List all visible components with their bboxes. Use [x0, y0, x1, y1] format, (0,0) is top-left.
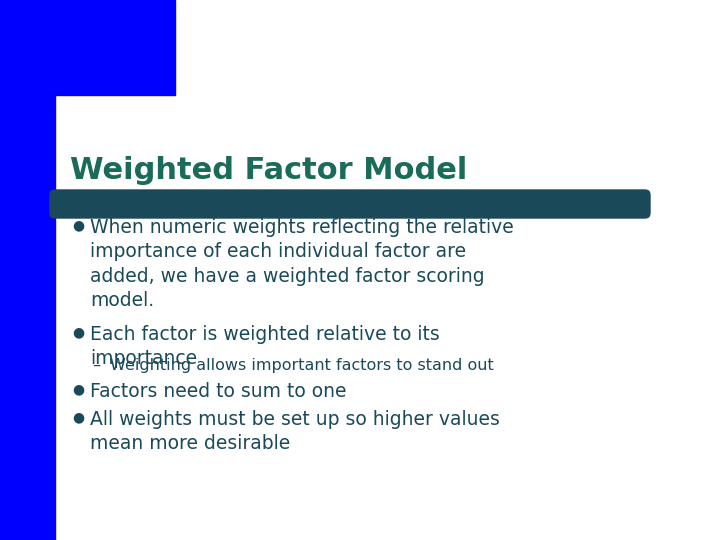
Bar: [0, 0, 55, 540]
Text: ●: ●: [72, 218, 84, 232]
Text: Weighted Factor Model: Weighted Factor Model: [70, 156, 467, 185]
FancyBboxPatch shape: [50, 190, 650, 218]
Text: ●: ●: [72, 382, 84, 396]
Text: ●: ●: [72, 410, 84, 424]
Text: Factors need to sum to one: Factors need to sum to one: [90, 382, 346, 401]
Text: Weighting allows important factors to stand out: Weighting allows important factors to st…: [110, 358, 494, 373]
Bar: [0, 0, 175, 95]
Text: ●: ●: [72, 325, 84, 339]
Text: –: –: [92, 358, 100, 373]
Text: Each factor is weighted relative to its
importance: Each factor is weighted relative to its …: [90, 325, 440, 368]
Text: When numeric weights reflecting the relative
importance of each individual facto: When numeric weights reflecting the rela…: [90, 218, 514, 310]
Text: All weights must be set up so higher values
mean more desirable: All weights must be set up so higher val…: [90, 410, 500, 453]
